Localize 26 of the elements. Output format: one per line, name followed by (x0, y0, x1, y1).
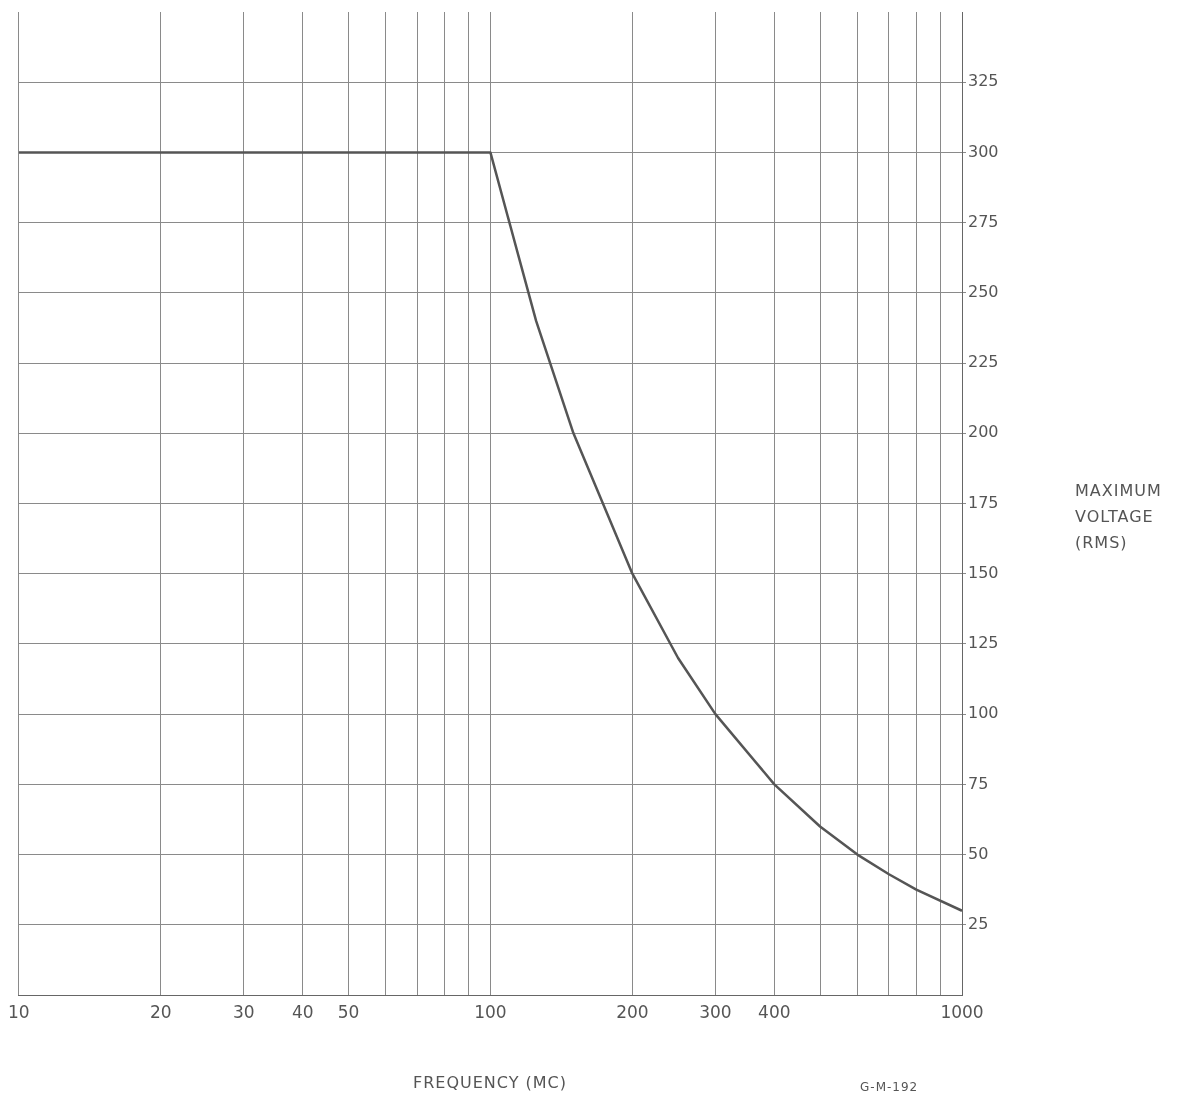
y-tick-label: 50 (968, 843, 989, 863)
text: G-M-192 (860, 1080, 919, 1094)
x-tick-label: 400 (758, 1001, 791, 1022)
y-tick-label: 300 (968, 141, 999, 161)
y-tick-label: 275 (968, 211, 999, 231)
y-axis-title: MAXIMUM VOLTAGE (RMS) (1075, 480, 1163, 554)
y-tick-label: 100 (968, 703, 999, 723)
y-tick-label: 125 (968, 633, 999, 653)
x-tick-label: 50 (337, 1001, 360, 1022)
y-tick-label: 175 (968, 492, 999, 512)
x-axis-title: FREQUENCY (MC) (412, 1073, 568, 1092)
x-tick-label: 20 (149, 1001, 172, 1022)
x-tick-label: 100 (474, 1001, 507, 1022)
y-tick-label: 25 (968, 913, 989, 933)
x-tick-label: 30 (233, 1001, 255, 1022)
x-tick-label: 1000 (940, 1001, 984, 1022)
y-tick-label: 150 (968, 562, 999, 582)
y-tick-label: 250 (968, 282, 999, 302)
x-tick-label: 300 (699, 1001, 732, 1022)
y-tick-label: 325 (968, 71, 999, 91)
x-tick-label: 10 (8, 1001, 30, 1022)
y-tick-label: 200 (968, 422, 999, 442)
y-tick-label: 225 (968, 352, 999, 372)
x-tick-label: 40 (291, 1001, 314, 1022)
y-tick-label: 75 (968, 773, 989, 793)
x-tick-label: 200 (616, 1001, 649, 1022)
